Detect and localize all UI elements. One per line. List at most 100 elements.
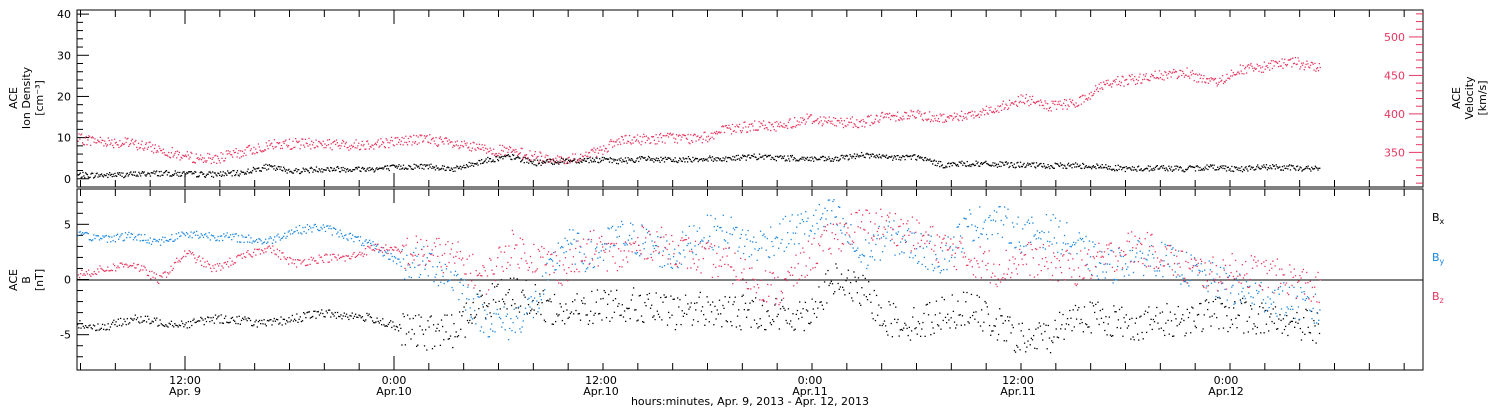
velocity-point	[416, 143, 418, 145]
velocity-point	[1059, 100, 1061, 102]
field-point-bx	[560, 306, 562, 308]
field-point-by	[1148, 250, 1150, 252]
field-point-bx	[393, 325, 395, 327]
density-point	[1238, 169, 1240, 172]
field-point-by	[269, 236, 271, 238]
density-point	[405, 167, 407, 170]
field-point-bx	[496, 285, 498, 287]
field-point-by	[1193, 257, 1196, 259]
density-point	[237, 174, 240, 176]
velocity-point	[920, 113, 923, 115]
field-point-bx	[983, 321, 985, 323]
density-point	[1080, 167, 1082, 169]
velocity-point	[206, 160, 208, 162]
velocity-point	[943, 113, 945, 116]
density-point	[219, 171, 222, 173]
velocity-point	[978, 116, 980, 119]
velocity-point	[1224, 81, 1226, 83]
field-point-by	[387, 250, 389, 252]
velocity-point	[236, 156, 238, 158]
velocity-point	[948, 117, 950, 119]
velocity-point	[357, 145, 359, 147]
density-point	[539, 159, 541, 161]
velocity-point	[208, 153, 211, 155]
field-point-by	[591, 257, 593, 260]
velocity-point	[419, 134, 421, 136]
field-point-by	[1023, 245, 1025, 248]
field-point-bx	[965, 301, 967, 303]
density-point	[733, 159, 735, 161]
field-point-bx	[811, 298, 813, 300]
velocity-point	[1023, 103, 1026, 105]
density-point	[1215, 169, 1217, 171]
field-point-bx	[595, 301, 597, 303]
velocity-point	[305, 142, 307, 144]
field-point-bx	[1075, 318, 1078, 320]
field-point-bx	[191, 324, 193, 327]
density-point	[513, 158, 516, 160]
field-point-bx	[286, 319, 288, 322]
field-point-by	[513, 308, 515, 310]
field-point-bx	[707, 301, 709, 303]
velocity-point	[461, 141, 463, 143]
velocity-point	[699, 136, 702, 139]
density-point	[995, 164, 997, 167]
velocity-point	[1274, 61, 1276, 63]
velocity-point	[444, 137, 446, 140]
field-point-bx	[898, 335, 900, 337]
velocity-point	[865, 122, 868, 124]
field-point-bx	[100, 327, 103, 329]
field-point-bx	[237, 323, 239, 325]
field-point-bx	[1032, 334, 1035, 337]
field-point-by	[697, 243, 700, 246]
density-point	[846, 155, 849, 157]
field-point-by	[214, 237, 216, 239]
velocity-point	[260, 150, 262, 152]
field-point-by	[841, 232, 843, 234]
velocity-point	[262, 150, 264, 152]
field-point-bx	[996, 339, 999, 341]
field-point-bx	[956, 324, 958, 326]
density-point	[518, 157, 520, 159]
field-point-bx	[258, 319, 261, 322]
field-point-bx	[1170, 320, 1173, 322]
density-point	[338, 171, 341, 173]
field-point-by	[511, 329, 513, 332]
velocity-point	[162, 148, 165, 150]
density-point	[349, 169, 351, 171]
field-point-by	[1163, 260, 1165, 262]
density-point	[966, 160, 968, 163]
density-point	[828, 156, 830, 158]
field-point-bx	[88, 325, 90, 327]
velocity-point	[882, 117, 885, 119]
velocity-point	[109, 143, 111, 146]
field-point-bx	[716, 309, 718, 311]
density-point	[1008, 166, 1010, 169]
density-point	[645, 159, 647, 161]
field-point-by	[158, 238, 161, 241]
field-point-bx	[1066, 317, 1069, 320]
field-point-by	[900, 241, 902, 243]
velocity-point	[1197, 74, 1199, 76]
field-point-bx	[95, 329, 97, 332]
velocity-point	[181, 157, 183, 159]
field-point-bx	[777, 313, 779, 316]
density-point	[170, 175, 172, 177]
velocity-point	[110, 142, 112, 144]
field-point-by	[548, 258, 550, 261]
velocity-point	[1040, 101, 1043, 103]
field-point-bx	[752, 300, 755, 303]
velocity-point	[1029, 95, 1031, 98]
velocity-point	[702, 138, 704, 140]
density-point	[1061, 164, 1063, 166]
density-point	[490, 161, 493, 163]
field-point-bx	[1173, 335, 1175, 337]
density-point	[275, 167, 278, 169]
field-point-by	[104, 235, 106, 237]
density-point	[1205, 168, 1207, 170]
density-point	[944, 167, 946, 169]
density-point	[366, 168, 368, 170]
density-point	[150, 172, 152, 174]
field-point-bx	[761, 304, 764, 307]
density-point	[549, 158, 551, 160]
